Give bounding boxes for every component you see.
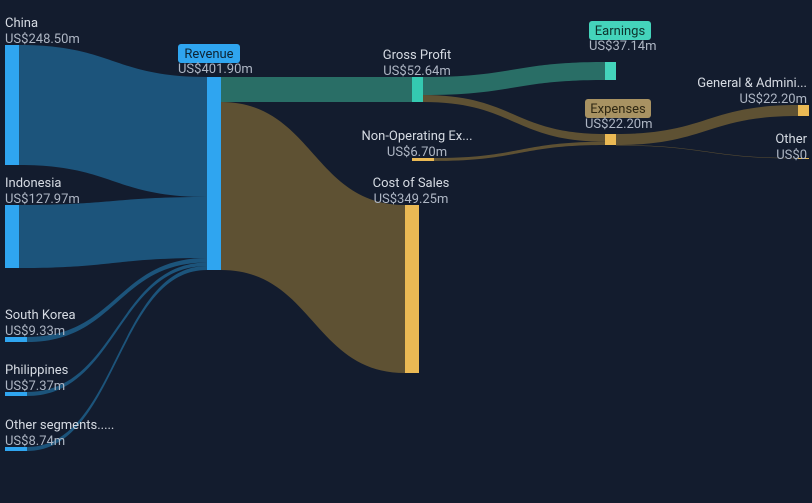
node-label-china: China (5, 16, 38, 31)
node-label-other_seg: Other segments..... (5, 418, 114, 433)
sankey-diagram: Revenue Earnings Expenses ChinaUS$248.50m In… (0, 0, 812, 503)
node-label-gross_profit: Gross Profit (383, 48, 452, 63)
node-label-philippines: Philippines (5, 363, 69, 378)
tag-label-earnings: Earnings (595, 24, 646, 39)
node-label-nonop: Non-Operating Ex... (361, 129, 472, 144)
flow-indonesia-to-revenue (19, 197, 207, 268)
node-value-other_exp: US$0 (776, 148, 807, 163)
node-label-indonesia: Indonesia (5, 176, 61, 191)
node-value-ga: US$22.20m (739, 92, 807, 107)
node-value-cos: US$349.25m (374, 192, 449, 207)
node-expenses[interactable] (605, 134, 616, 145)
node-label-skorea: South Korea (5, 308, 76, 323)
node-value-philippines: US$7.37m (5, 379, 65, 394)
node-revenue[interactable] (207, 77, 221, 270)
tag-label-revenue: Revenue (184, 47, 233, 62)
flow-expenses-to-other_exp (616, 145, 798, 159)
node-value-nonop: US$6.70m (387, 145, 447, 160)
node-indonesia[interactable] (5, 205, 19, 268)
node-china[interactable] (5, 45, 19, 165)
node-value-earnings: US$37.14m (589, 39, 657, 54)
node-label-other_exp: Other (775, 132, 807, 147)
node-label-ga: General & Admini... (697, 76, 807, 91)
node-value-skorea: US$9.33m (5, 324, 65, 339)
node-gross_profit[interactable] (412, 77, 423, 102)
node-value-revenue: US$401.90m (178, 62, 253, 77)
tag-label-expenses: Expenses (590, 102, 646, 117)
flow-nonop-to-expenses (434, 142, 605, 161)
node-value-gross_profit: US$52.64m (383, 64, 451, 79)
node-label-cos: Cost of Sales (373, 176, 450, 191)
node-cos[interactable] (405, 205, 419, 373)
node-value-indonesia: US$127.97m (5, 192, 80, 207)
node-value-expenses: US$22.20m (585, 117, 653, 132)
node-earnings[interactable] (605, 62, 616, 80)
node-value-other_seg: US$8.74m (5, 434, 65, 449)
flow-revenue-to-gross_profit (221, 77, 412, 102)
node-value-china: US$248.50m (5, 32, 80, 47)
